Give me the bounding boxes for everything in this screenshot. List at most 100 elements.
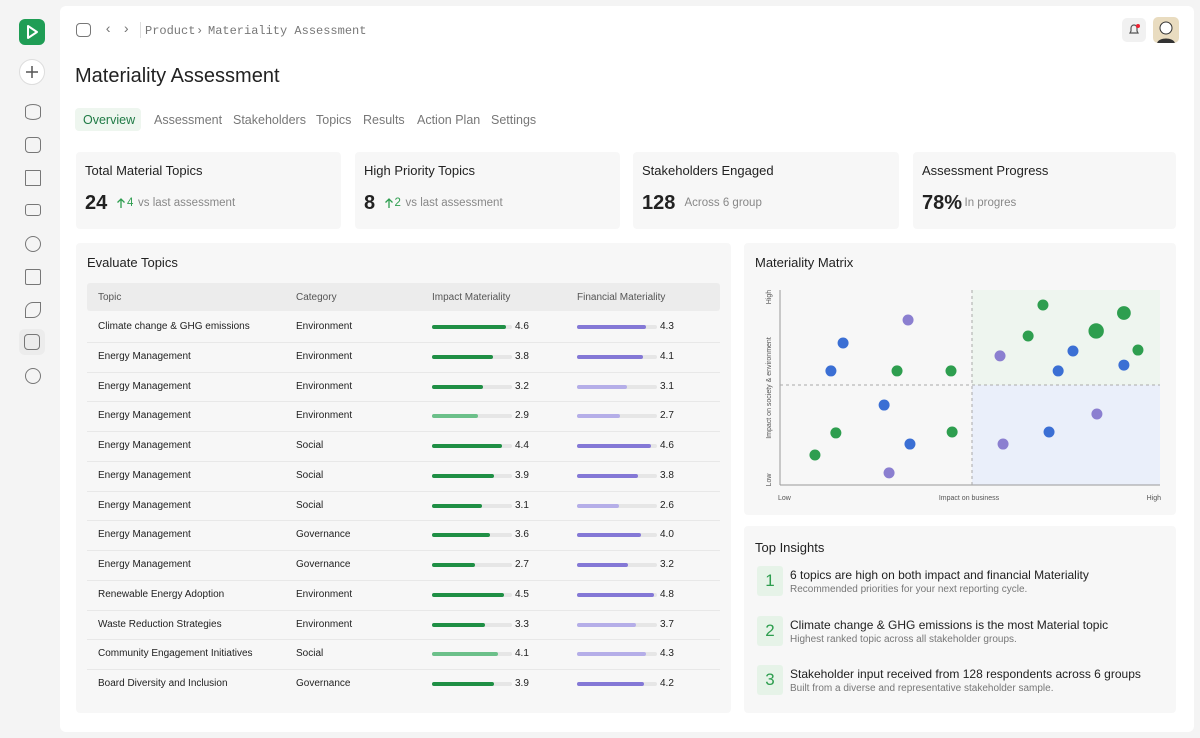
- financial-track: [577, 652, 657, 657]
- topic-cell: Climate change & GHG emissions: [98, 321, 250, 332]
- stat-note: vs last assessment: [138, 197, 236, 209]
- financial-value: 2.6: [660, 499, 674, 511]
- nav-box[interactable]: [25, 269, 41, 285]
- financial-track: [577, 354, 657, 359]
- breadcrumb-item: Materiality Assessment: [208, 24, 367, 38]
- nav-factory[interactable]: [25, 170, 41, 186]
- add-button[interactable]: [19, 59, 45, 85]
- impact-bar: [432, 622, 485, 627]
- y-label: Impact on society & environment: [766, 337, 773, 439]
- impact-value: 4.4: [515, 440, 529, 451]
- nav-leaf[interactable]: [25, 302, 41, 318]
- impact-value: 4.1: [515, 648, 529, 660]
- row-divider: [87, 520, 720, 522]
- impact-value: 3.1: [515, 499, 529, 511]
- financial-value: 4.2: [660, 678, 674, 689]
- insight-title: Stakeholder input received from 128 resp…: [790, 667, 1141, 681]
- stat-value: 128: [642, 192, 676, 214]
- matrix-title: Materiality Matrix: [755, 255, 854, 270]
- impact-track: [432, 682, 512, 686]
- notification-button[interactable]: [1122, 18, 1146, 42]
- matrix-point: [1132, 344, 1144, 356]
- impact-value: 4.6: [515, 321, 529, 332]
- impact-value: 2.7: [515, 559, 529, 570]
- tab[interactable]: Settings: [491, 113, 537, 127]
- breadcrumb-item[interactable]: Product: [145, 24, 196, 38]
- column-header: Category: [296, 292, 337, 303]
- stat-card: [913, 152, 1176, 229]
- matrix-point: [891, 365, 903, 377]
- stat-note: Across 6 group: [684, 197, 762, 209]
- back-arrow[interactable]: ‹: [104, 22, 113, 38]
- category-cell: Governance: [296, 678, 351, 689]
- tab[interactable]: Results: [363, 113, 405, 127]
- category-cell: Environment: [296, 410, 353, 422]
- financial-bar: [577, 652, 646, 657]
- category-cell: Environment: [296, 380, 353, 392]
- financial-track: [577, 473, 657, 478]
- matrix-chart: High Impact on society & environment Low…: [766, 290, 1161, 502]
- tab[interactable]: Action Plan: [417, 113, 481, 127]
- tab[interactable]: Overview: [83, 113, 136, 127]
- financial-bar: [577, 444, 651, 448]
- nav-truck[interactable]: [25, 204, 41, 216]
- column-header: Financial Materiality: [577, 292, 666, 303]
- avatar-image: [1157, 21, 1175, 43]
- financial-track: [577, 414, 657, 419]
- financial-value: 4.8: [660, 588, 674, 600]
- impact-bar: [432, 325, 506, 329]
- insights-card: [744, 526, 1176, 713]
- page-title: Materiality Assessment: [75, 65, 280, 87]
- table-title: Evaluate Topics: [87, 255, 178, 270]
- impact-track: [432, 414, 512, 419]
- topic-cell: Energy Management: [98, 529, 191, 541]
- category-cell: Governance: [296, 559, 351, 570]
- nav-database[interactable]: [25, 104, 41, 120]
- financial-track: [577, 533, 657, 538]
- impact-bar: [432, 592, 504, 597]
- topic-cell: Energy Management: [98, 559, 191, 570]
- impact-bar: [432, 533, 490, 538]
- stat-label: Stakeholders Engaged: [642, 163, 774, 178]
- nav-reports[interactable]: [25, 137, 41, 153]
- tab-highlight: [75, 108, 141, 131]
- financial-bar: [577, 533, 641, 538]
- nav-target[interactable]: [25, 368, 41, 384]
- sidebar-toggle[interactable]: [76, 23, 91, 37]
- impact-bar: [432, 563, 476, 567]
- row-divider: [87, 609, 720, 611]
- impact-bar: [432, 503, 482, 508]
- insight-text: Built from a diverse and representative …: [790, 683, 1054, 694]
- insight-title: 6 topics are high on both impact and fin…: [790, 568, 1089, 582]
- nav-users[interactable]: [25, 236, 41, 252]
- financial-value: 3.7: [660, 618, 674, 630]
- tab[interactable]: Stakeholders: [233, 113, 306, 127]
- topic-cell: Board Diversity and Inclusion: [98, 678, 228, 689]
- matrix-point: [1088, 323, 1104, 339]
- topic-cell: Community Engagement Initiatives: [98, 648, 253, 660]
- matrix-point: [1117, 306, 1131, 320]
- impact-bar: [432, 354, 493, 359]
- matrix-point: [837, 337, 849, 349]
- row-divider: [87, 341, 720, 343]
- matrix-point: [1067, 345, 1079, 357]
- forward-arrow[interactable]: ›: [122, 22, 131, 38]
- nav-chart: [24, 334, 40, 350]
- insight-number: 1: [757, 566, 783, 596]
- quadrant-low: [972, 385, 1160, 485]
- category-cell: Governance: [296, 529, 351, 541]
- financial-value: 4.1: [660, 350, 674, 362]
- impact-track: [432, 533, 512, 538]
- row-divider: [87, 371, 720, 373]
- avatar[interactable]: [1153, 17, 1179, 43]
- logo[interactable]: [19, 19, 45, 45]
- impact-bar: [432, 473, 495, 478]
- topic-cell: Renewable Energy Adoption: [98, 588, 225, 600]
- stat-card: [355, 152, 620, 229]
- tab[interactable]: Assessment: [154, 113, 223, 127]
- tab[interactable]: Topics: [316, 113, 352, 127]
- nav-active[interactable]: [19, 329, 45, 355]
- matrix-point: [1118, 359, 1130, 371]
- topic-cell: Energy Management: [98, 440, 191, 451]
- insight-text: Recommended priorities for your next rep…: [790, 584, 1028, 595]
